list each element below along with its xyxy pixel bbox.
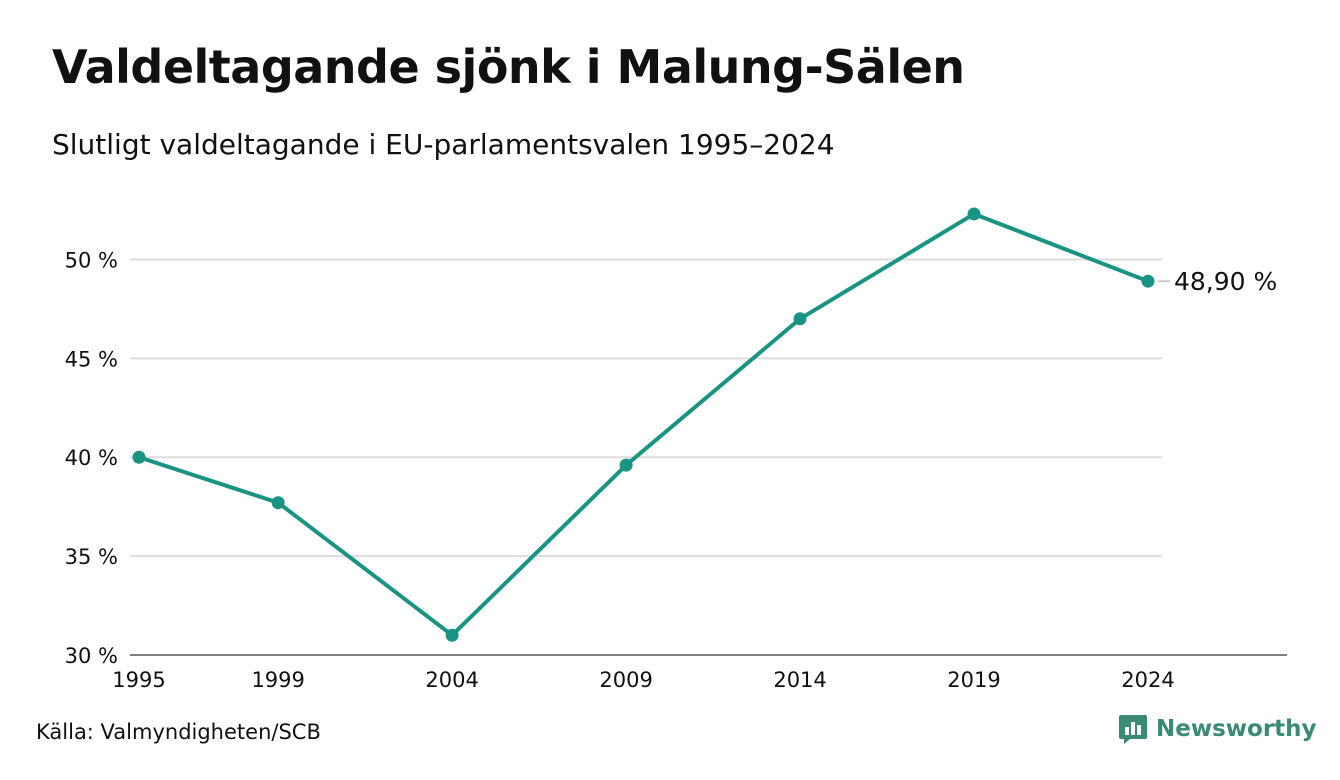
chart-title: Valdeltagande sjönk i Malung-Sälen (52, 40, 965, 94)
series-line (137, 211, 1150, 638)
bar-chart-bubble-icon (1119, 715, 1147, 744)
x-tick-label: 1999 (251, 668, 304, 692)
line-chart: 30 % 35 % 40 % 45 % 50 % 1995 1999 2004 2009 2014… (65, 207, 1287, 692)
x-tick-label: 2014 (773, 668, 826, 692)
source-note: Källa: Valmyndigheten/SCB (36, 720, 321, 744)
x-tick-label: 1995 (112, 668, 165, 692)
y-tick-label: 45 % (65, 347, 118, 371)
grid-lines (130, 258, 1162, 558)
data-point (132, 450, 146, 464)
data-point (793, 312, 807, 326)
y-tick-label: 30 % (65, 644, 118, 668)
end-value-label: 48,90 % (1174, 267, 1277, 296)
brand-name: Newsworthy (1156, 716, 1317, 742)
data-point (619, 458, 633, 472)
x-tick-label: 2019 (947, 668, 1000, 692)
data-point (445, 628, 459, 642)
y-tick-label: 35 % (65, 545, 118, 569)
data-point (271, 496, 285, 510)
y-tick-label: 50 % (65, 248, 118, 272)
brand-logo: Newsworthy (1118, 713, 1317, 745)
x-tick-label: 2024 (1121, 668, 1174, 692)
axes: 30 % 35 % 40 % 45 % 50 % 1995 1999 2004 2009 2014… (65, 248, 1287, 692)
data-point (1141, 274, 1155, 288)
y-tick-label: 40 % (65, 446, 118, 470)
series-turnout (132, 207, 1155, 642)
x-tick-label: 2009 (599, 668, 652, 692)
chart-subtitle: Slutligt valdeltagande i EU-parlamentsva… (52, 128, 835, 161)
data-labels: 48,90 % (1158, 267, 1277, 296)
data-point (967, 207, 981, 221)
x-tick-label: 2004 (425, 668, 478, 692)
